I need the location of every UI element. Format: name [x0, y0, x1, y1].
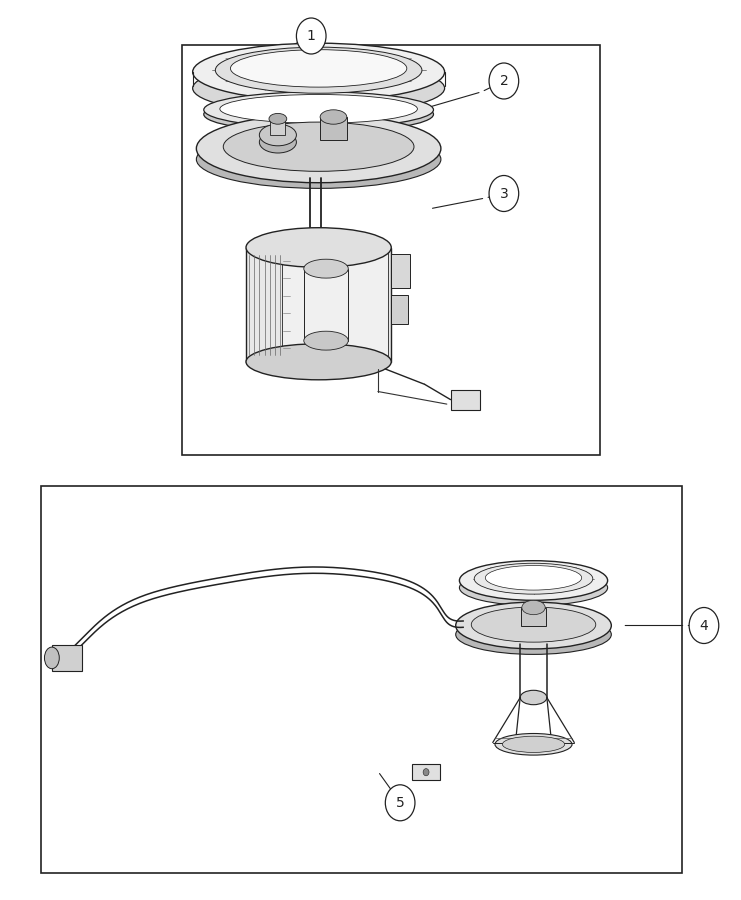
Text: 3: 3: [499, 186, 508, 201]
Ellipse shape: [246, 344, 391, 380]
Bar: [41, 486, 682, 873]
Ellipse shape: [423, 769, 429, 776]
Circle shape: [385, 785, 415, 821]
Ellipse shape: [459, 570, 608, 606]
Bar: [270, 119, 285, 135]
Ellipse shape: [456, 615, 611, 654]
Ellipse shape: [223, 122, 414, 171]
Ellipse shape: [220, 94, 417, 123]
Ellipse shape: [259, 131, 296, 153]
Ellipse shape: [193, 43, 445, 101]
Text: 2: 2: [499, 74, 508, 88]
Polygon shape: [246, 248, 391, 362]
Bar: [391, 295, 408, 324]
Bar: [52, 645, 82, 670]
Ellipse shape: [459, 561, 608, 600]
Ellipse shape: [246, 228, 391, 267]
Ellipse shape: [304, 331, 348, 350]
Bar: [520, 608, 547, 625]
Bar: [451, 390, 480, 410]
Ellipse shape: [216, 47, 422, 94]
Circle shape: [296, 18, 326, 54]
Bar: [320, 117, 347, 140]
Ellipse shape: [269, 113, 287, 124]
Ellipse shape: [193, 62, 445, 114]
Text: 1: 1: [307, 29, 316, 43]
Circle shape: [489, 176, 519, 211]
Bar: [391, 254, 410, 288]
Circle shape: [689, 608, 719, 643]
Bar: [182, 45, 600, 454]
Ellipse shape: [44, 647, 59, 669]
Ellipse shape: [259, 124, 296, 146]
Ellipse shape: [502, 736, 565, 752]
Ellipse shape: [471, 607, 596, 643]
Ellipse shape: [204, 92, 433, 128]
Ellipse shape: [230, 50, 407, 87]
Circle shape: [489, 63, 519, 99]
Text: 5: 5: [396, 796, 405, 810]
Ellipse shape: [522, 600, 545, 615]
Ellipse shape: [304, 259, 348, 278]
Polygon shape: [282, 252, 388, 357]
Ellipse shape: [495, 734, 572, 755]
Text: 4: 4: [700, 618, 708, 633]
Ellipse shape: [474, 563, 593, 594]
Ellipse shape: [196, 114, 441, 183]
Ellipse shape: [204, 96, 433, 132]
Ellipse shape: [196, 130, 441, 188]
Ellipse shape: [520, 690, 547, 705]
Ellipse shape: [456, 602, 611, 649]
Bar: [412, 764, 440, 780]
Ellipse shape: [320, 110, 347, 124]
Ellipse shape: [485, 565, 582, 590]
